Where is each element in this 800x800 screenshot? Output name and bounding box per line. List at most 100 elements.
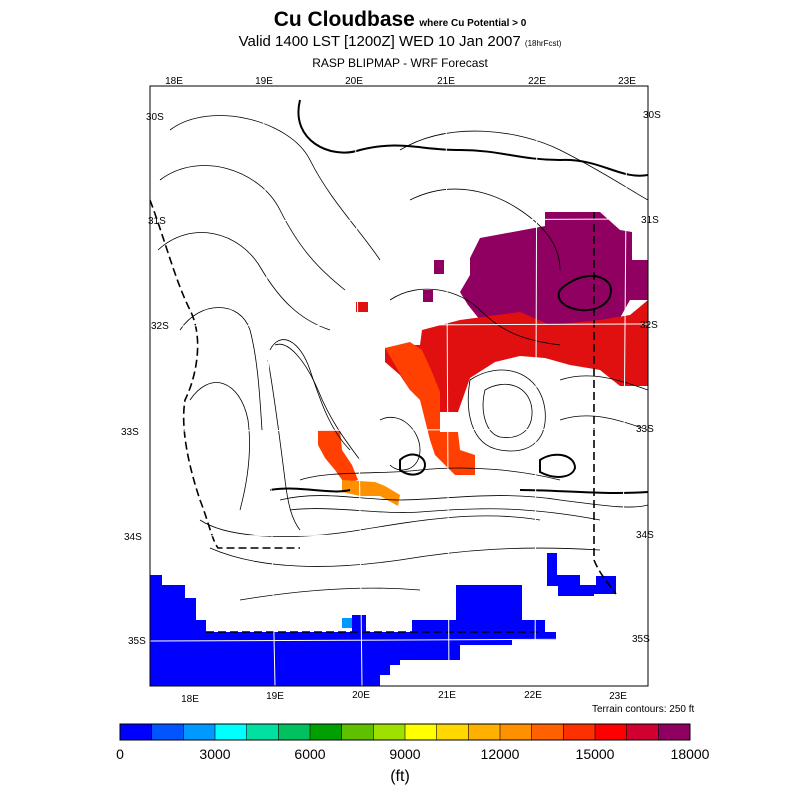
cloudbase-fill (318, 212, 648, 506)
colorbar-label: 3000 (199, 746, 231, 762)
top-lon-label: 21E (437, 76, 455, 87)
map-title: Cu Cloudbase where Cu Potential > 0 (0, 8, 800, 32)
colorbar-swatch (151, 724, 184, 740)
parallel-35s (150, 638, 648, 642)
colorbar-swatch (468, 724, 501, 740)
title-main: Cu Cloudbase (273, 8, 415, 31)
bottom-lon-label: 18E (181, 694, 199, 705)
right-lat-label: 32S (640, 320, 658, 331)
meridian-19e (262, 86, 276, 686)
colorbar-units: (ft) (390, 768, 410, 785)
terrain-contour (399, 130, 648, 201)
terrain-contour (169, 115, 381, 261)
valid-time: Valid 1400 LST [1200Z] WED 10 Jan 2007 (… (0, 33, 800, 50)
terrain-contour (274, 343, 361, 461)
thick-contour (519, 489, 648, 494)
colorbar-swatch (246, 724, 279, 740)
plot-frame (149, 85, 649, 687)
terrain-contour (189, 382, 250, 511)
colorbar-label: 0 (116, 746, 124, 762)
bottom-lon-label: 21E (438, 690, 456, 701)
colorbar-label: 18000 (670, 746, 710, 762)
terrain-contour (269, 339, 351, 451)
lat-labels-left: 30S 31S 32S 33S 34S 35S (121, 112, 169, 647)
parallel-33s (150, 428, 648, 432)
terrain-contour (467, 369, 546, 452)
cloudbase-low-region (385, 342, 475, 475)
terrain-contour (389, 288, 561, 346)
colorbar-swatch (531, 724, 564, 740)
ocean-low-region (150, 553, 616, 686)
top-lon-label: 23E (618, 76, 636, 87)
thick-contour (557, 274, 612, 312)
terrain-contour (209, 547, 601, 567)
cloudbase-patch-2 (434, 260, 444, 274)
colorbar-label: 6000 (294, 746, 326, 762)
bottom-lon-label: 20E (352, 690, 370, 701)
cloudbase-patch-1 (356, 302, 368, 312)
top-lon-label: 20E (345, 76, 363, 87)
top-lon-label: 22E (528, 76, 546, 87)
thick-contour (269, 487, 351, 493)
cloudbase-patch-3 (423, 290, 433, 302)
left-lat-label: 30S (146, 112, 164, 123)
terrain-contour (559, 415, 648, 431)
right-lat-label: 30S (643, 110, 661, 121)
colorbar (120, 724, 691, 740)
terrain-contour (409, 188, 561, 271)
title-qualifier: where Cu Potential > 0 (419, 18, 527, 29)
model-name: RASP BLIPMAP - WRF Forecast (312, 56, 488, 70)
parallel-34s (150, 533, 648, 537)
meridian-21e (445, 86, 450, 686)
colorbar-label: 12000 (480, 746, 520, 762)
coastline-west (150, 199, 300, 549)
right-lat-label: 35S (632, 634, 650, 645)
coastline-east (593, 212, 617, 595)
ocean-cyan-patch (342, 618, 352, 628)
colorbar-swatch (405, 724, 438, 740)
colorbar-swatch (436, 724, 469, 740)
terrain-contour (159, 165, 346, 291)
left-lat-label: 34S (124, 532, 142, 543)
colorbar-swatch (341, 724, 374, 740)
terrain-contour (482, 383, 533, 438)
right-lat-label: 34S (636, 530, 654, 541)
ocean-low-east (547, 553, 616, 596)
terrain-contour (289, 508, 601, 521)
colorbar-swatch (500, 724, 533, 740)
cloudbase-high-region (460, 212, 648, 330)
map-plot (150, 86, 648, 686)
colorbar-swatch (120, 724, 153, 740)
right-lat-label: 33S (636, 424, 654, 435)
meridian-20e (354, 86, 363, 686)
left-lat-label: 31S (148, 216, 166, 227)
parallel-32s (150, 323, 648, 327)
meridian-22e (534, 86, 538, 686)
left-lat-label: 33S (121, 427, 139, 438)
colorbar-swatch (310, 724, 343, 740)
colorbar-swatch (595, 724, 628, 740)
thick-contour (399, 453, 427, 476)
graticule (150, 86, 648, 686)
right-lat-label: 31S (641, 215, 659, 226)
cloudbase-low-west (318, 430, 358, 484)
terrain-contour (559, 375, 648, 391)
coastline (150, 199, 617, 633)
lon-labels-top: 18E 19E 20E 21E 22E 23E (165, 76, 636, 87)
colorbar-swatch (626, 724, 659, 740)
thick-contour (297, 99, 648, 177)
thick-contours (269, 99, 648, 494)
cloudbase-orange-region (342, 480, 400, 506)
terrain-note: Terrain contours: 250 ft (592, 704, 695, 715)
lon-labels-bottom: 18E 19E 20E 21E 22E 23E (181, 690, 627, 705)
meridian-23e (621, 86, 628, 686)
left-lat-label: 35S (128, 636, 146, 647)
forecast-hours: (18hrFcst) (524, 39, 562, 48)
colorbar-frame (119, 723, 691, 741)
terrain-contour (279, 495, 648, 508)
colorbar-swatch (563, 724, 596, 740)
lat-labels-right: 30S 31S 32S 33S 34S 35S (632, 110, 661, 645)
terrain-contour (157, 232, 331, 331)
terrain-contours (157, 115, 648, 601)
